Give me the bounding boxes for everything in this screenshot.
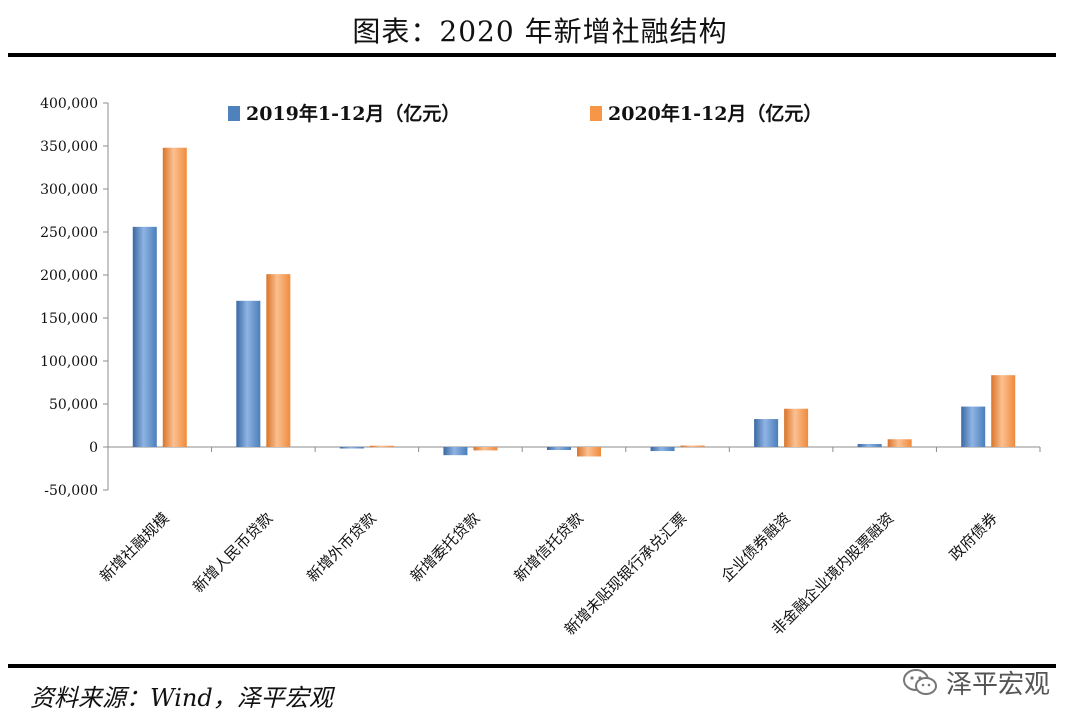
y-tick-label: 400,000: [40, 96, 98, 112]
bar-2019: [339, 447, 364, 449]
legend-swatch-2020: [590, 106, 602, 121]
bar-2019: [857, 443, 882, 447]
watermark: 泽平宏观: [902, 664, 1050, 701]
bar-2019: [650, 447, 675, 452]
bar-2020: [784, 408, 809, 447]
bar-2019: [236, 300, 261, 447]
source-note: 资料来源：Wind，泽平宏观: [30, 684, 333, 712]
watermark-text: 泽平宏观: [945, 670, 1050, 700]
y-tick-label: 250,000: [40, 225, 98, 241]
category-label: 企业债券融资: [718, 509, 794, 585]
wechat-icon: [902, 668, 937, 695]
y-tick-label: -50,000: [44, 483, 98, 499]
y-tick-label: 150,000: [40, 311, 98, 327]
category-label: 新增人民币贷款: [189, 509, 276, 596]
category-label: 新增委托贷款: [407, 509, 483, 585]
bar-2020: [577, 447, 601, 457]
legend-label-2019: 2019年1-12月（亿元）: [246, 102, 460, 125]
category-label: 新增外币贷款: [303, 509, 379, 585]
bar-2020: [162, 147, 187, 447]
bar-2020: [887, 439, 912, 447]
bar-2020: [473, 447, 498, 451]
category-label: 新增社融规模: [96, 509, 172, 585]
y-tick-label: 200,000: [40, 268, 98, 284]
y-tick-label: 0: [89, 440, 98, 456]
y-tick-label: 50,000: [49, 397, 98, 413]
bottom-rule: [8, 664, 1056, 668]
bar-2020: [991, 375, 1016, 447]
bar-chart: -50,000 0 50,000 100,000 150,000 200,000 250,0…: [40, 96, 1041, 639]
bar-2019: [961, 406, 986, 447]
bar-2020: [266, 274, 291, 447]
category-label: 新增未贴现银行承兑汇票: [561, 509, 690, 638]
bar-2020: [680, 445, 705, 448]
category-label: 政府债券: [946, 509, 1001, 564]
legend-label-2020: 2020年1-12月（亿元）: [608, 102, 822, 125]
bar-2019: [547, 447, 571, 451]
bar-2019: [443, 447, 468, 456]
category-label: 非金融企业境内股票融资: [768, 509, 897, 638]
legend-swatch-2019: [228, 106, 240, 121]
y-tick-label: 300,000: [40, 182, 98, 198]
bar-2020: [369, 445, 394, 448]
chart-title: 图表：2020 年新增社融结构: [352, 15, 728, 48]
category-label: 新增信托贷款: [510, 509, 586, 585]
bar-2019: [754, 419, 779, 447]
y-tick-label: 350,000: [40, 139, 98, 155]
top-rule: [8, 53, 1056, 57]
y-tick-label: 100,000: [40, 354, 98, 370]
bar-2019: [132, 226, 157, 447]
